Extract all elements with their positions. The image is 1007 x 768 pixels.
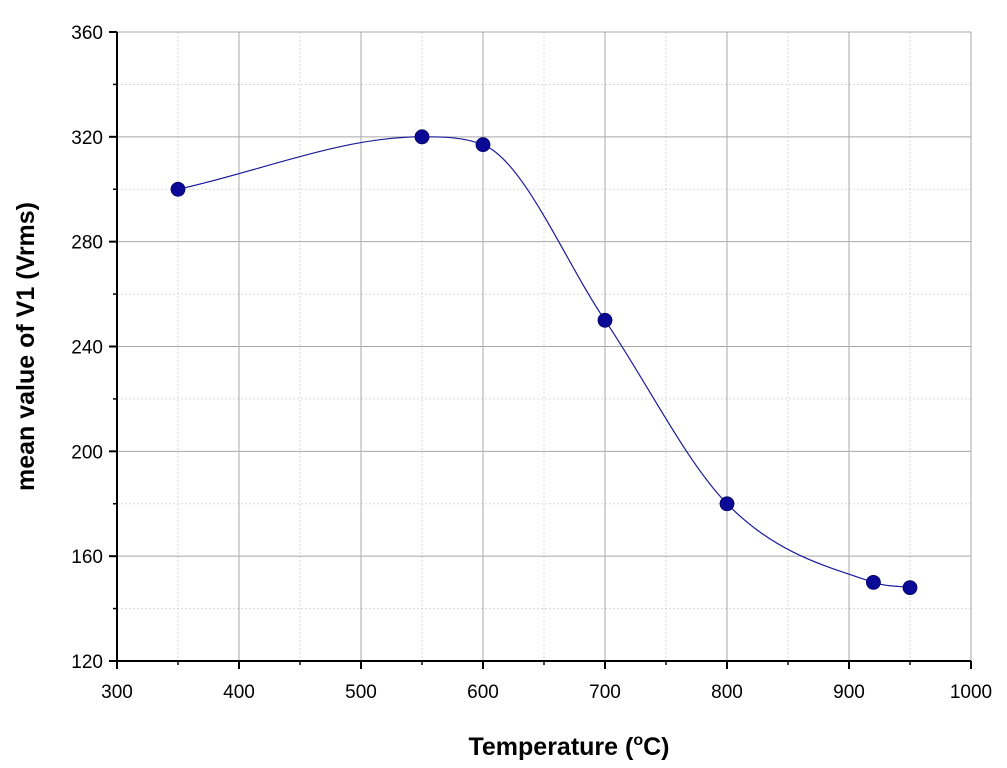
y-axis-ticks: 120 160 200 240 280 320 360 — [71, 23, 117, 673]
x-tick-label: 800 — [711, 682, 743, 703]
y-axis-title: mean value of V1 (Vrms) — [12, 202, 40, 491]
data-point — [597, 312, 613, 328]
series-points-group — [170, 129, 918, 596]
y-tick-label: 120 — [71, 652, 103, 673]
x-axis-title: Temperature (oC) — [468, 732, 669, 761]
x-tick-label: 400 — [223, 682, 255, 703]
major-grid — [117, 31, 972, 661]
y-tick-label: 200 — [71, 442, 103, 463]
y-tick-label: 240 — [71, 338, 103, 359]
x-axis-title-main: Temperature ( — [468, 733, 634, 761]
data-point — [719, 496, 735, 512]
x-tick-label: 900 — [833, 682, 865, 703]
x-tick-label: 700 — [589, 682, 621, 703]
x-axis-title-suffix: C) — [643, 733, 669, 761]
y-tick-label: 160 — [71, 547, 103, 568]
data-point — [902, 580, 918, 596]
x-tick-label: 500 — [345, 682, 377, 703]
data-point — [170, 181, 186, 197]
x-tick-label: 1000 — [950, 682, 992, 703]
y-tick-label: 320 — [71, 128, 103, 149]
x-axis-ticks: 300 400 500 600 700 800 900 1000 — [101, 661, 992, 703]
x-tick-label: 300 — [101, 682, 133, 703]
x-tick-label: 600 — [467, 682, 499, 703]
data-point — [414, 129, 430, 145]
x-axis-title-superscript: o — [633, 732, 643, 749]
y-tick-label: 280 — [71, 233, 103, 254]
y-tick-label: 360 — [71, 23, 103, 44]
data-point — [475, 137, 491, 153]
data-point — [866, 574, 881, 590]
